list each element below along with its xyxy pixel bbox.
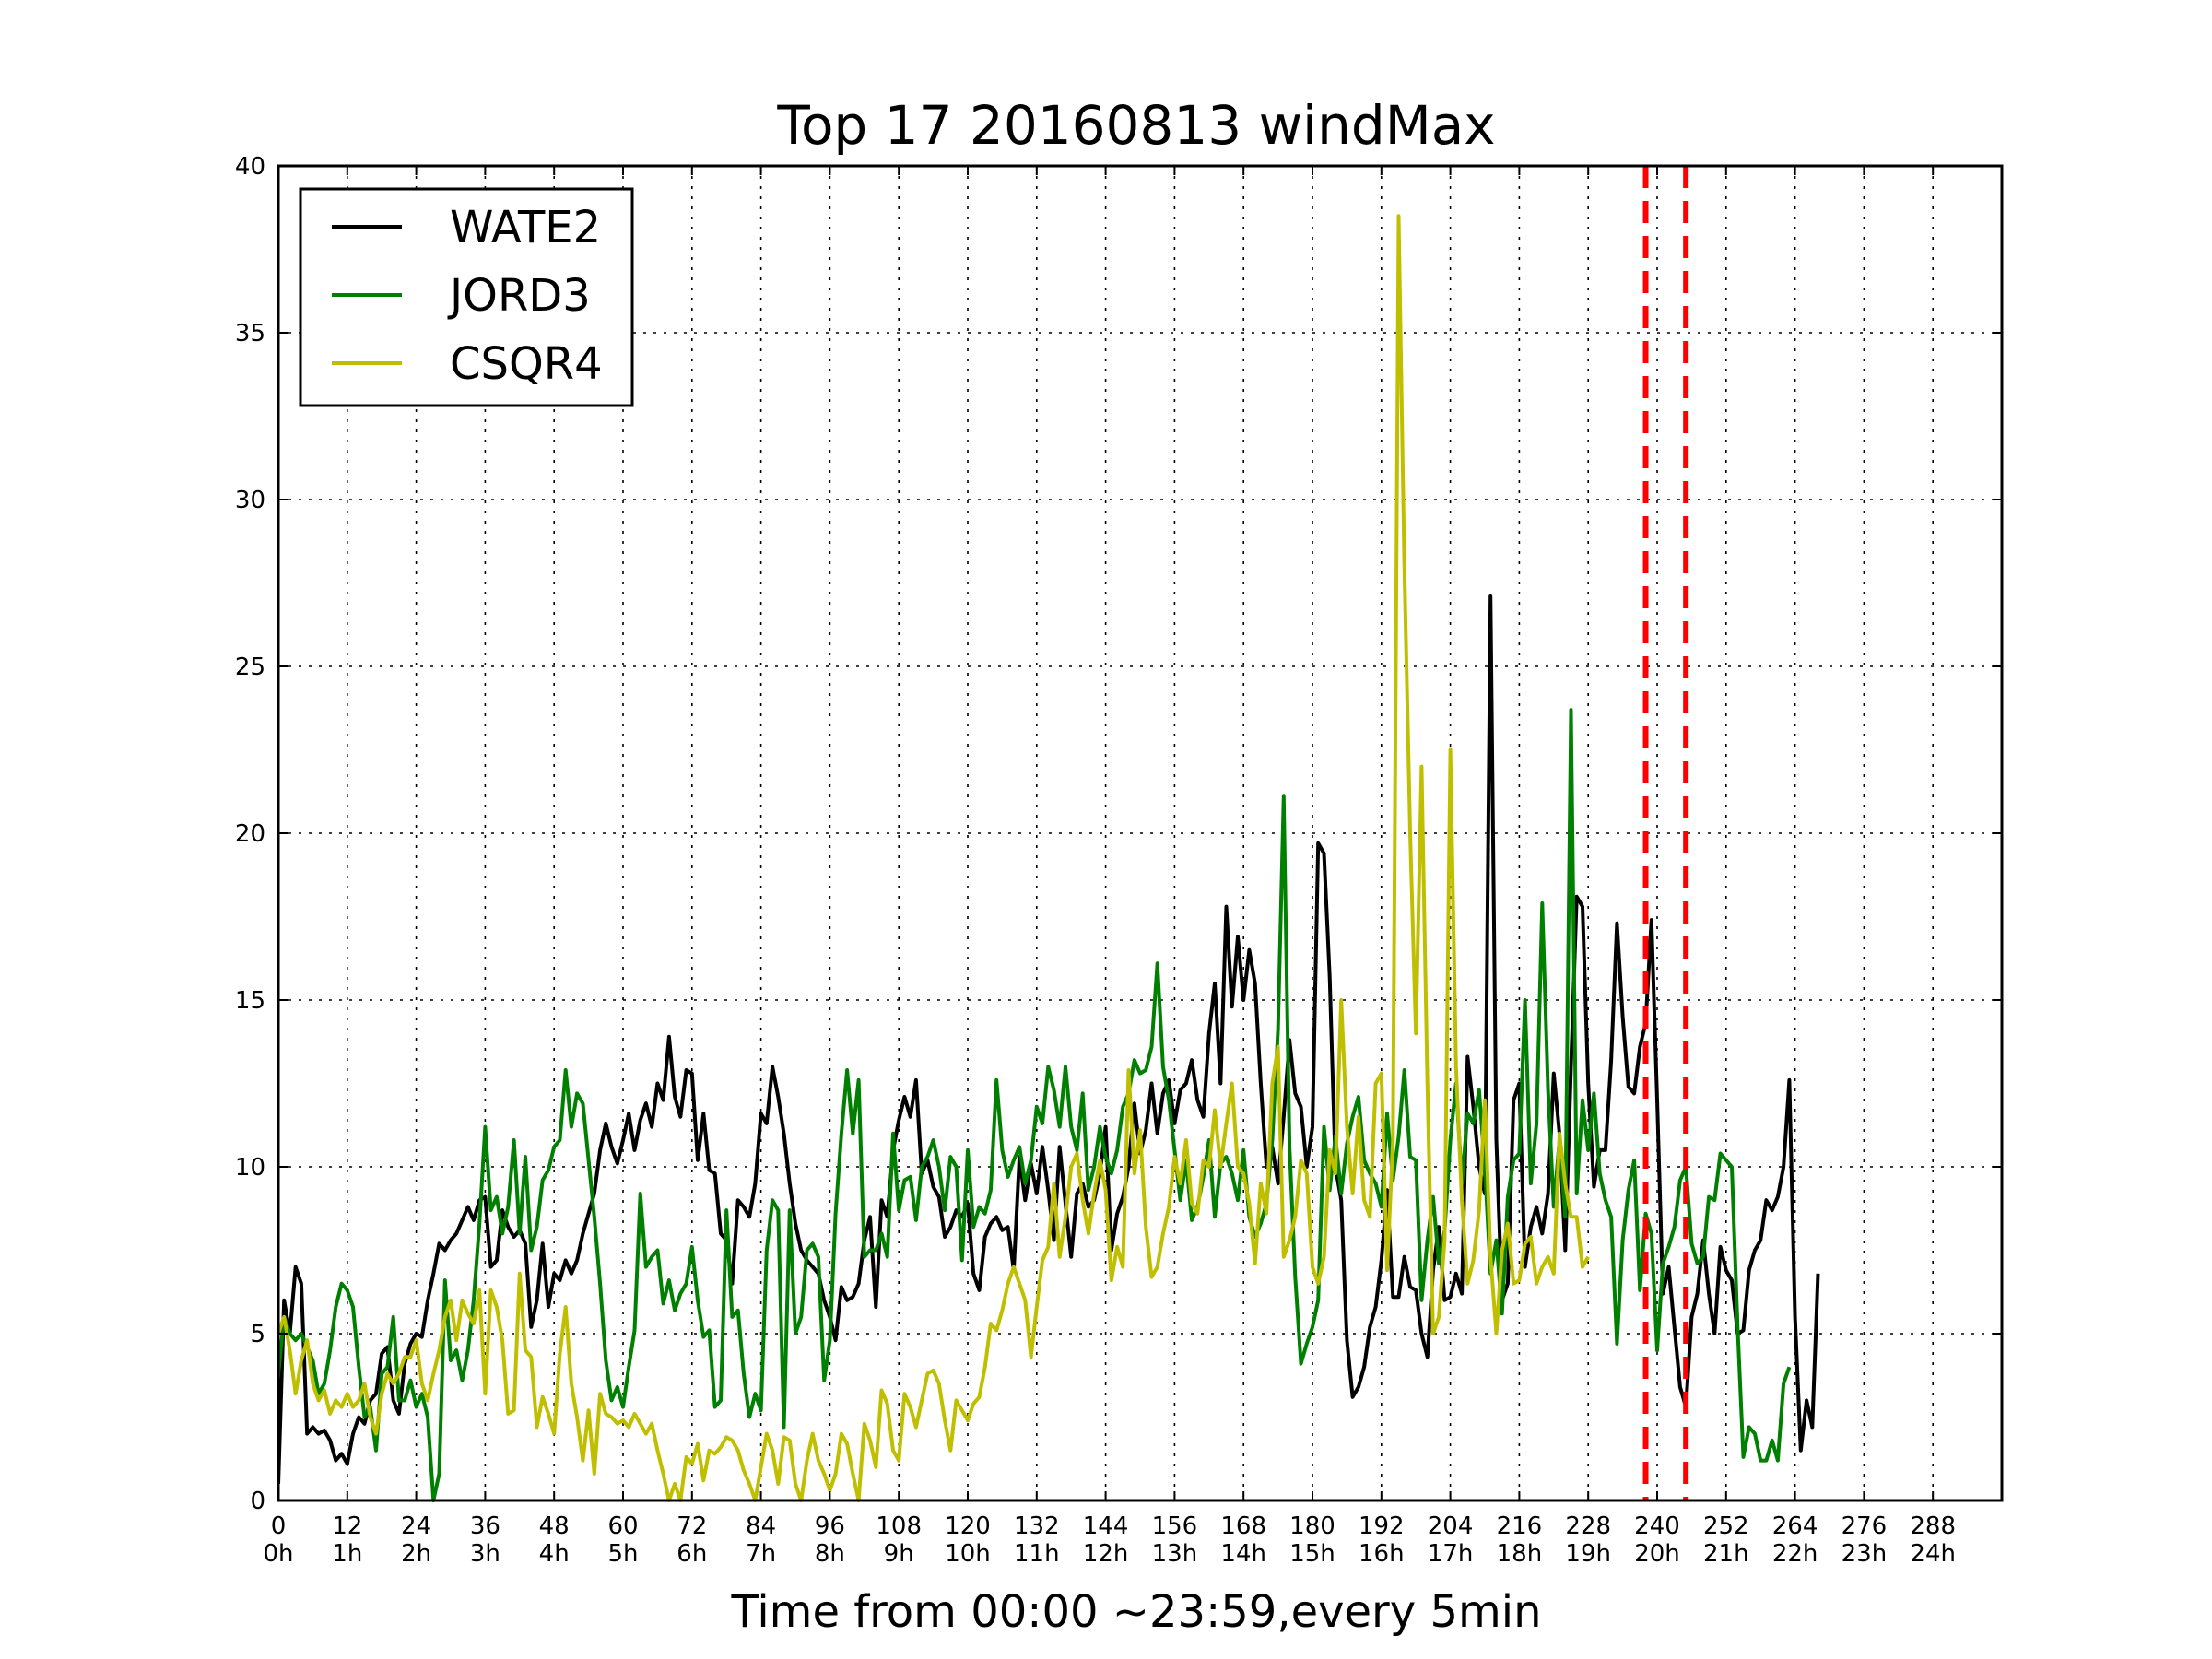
x-tick-label: 60 bbox=[607, 1512, 638, 1540]
x-tick-label: 144 bbox=[1083, 1512, 1129, 1540]
x-tick-label-hour: 5h bbox=[607, 1540, 638, 1568]
y-tick-label: 40 bbox=[235, 153, 265, 181]
x-tick-label: 156 bbox=[1152, 1512, 1198, 1540]
y-tick-label: 35 bbox=[235, 320, 265, 347]
legend: WATE2 JORD3 CSQR4 bbox=[299, 187, 634, 407]
x-tick-label: 192 bbox=[1359, 1512, 1405, 1540]
x-tick-label-hour: 9h bbox=[884, 1540, 914, 1568]
x-tick-label-hour: 24h bbox=[1910, 1540, 1956, 1568]
x-tick-label-hour: 17h bbox=[1428, 1540, 1474, 1568]
x-tick-label-hour: 16h bbox=[1359, 1540, 1405, 1568]
x-tick-label: 0 bbox=[271, 1512, 287, 1540]
y-tick-label: 25 bbox=[235, 653, 265, 681]
x-tick-label: 204 bbox=[1428, 1512, 1474, 1540]
x-tick-label-hour: 6h bbox=[677, 1540, 707, 1568]
x-tick-label-hour: 11h bbox=[1014, 1540, 1060, 1568]
x-tick-label: 48 bbox=[539, 1512, 570, 1540]
x-tick-label-hour: 18h bbox=[1497, 1540, 1543, 1568]
x-tick-label: 108 bbox=[876, 1512, 922, 1540]
x-tick-label: 84 bbox=[746, 1512, 776, 1540]
x-tick-label: 36 bbox=[470, 1512, 500, 1540]
x-tick-label-hour: 2h bbox=[401, 1540, 431, 1568]
x-tick-label-hour: 20h bbox=[1634, 1540, 1680, 1568]
x-tick-label: 240 bbox=[1634, 1512, 1680, 1540]
x-tick-label-hour: 1h bbox=[332, 1540, 362, 1568]
x-tick-label-hour: 3h bbox=[470, 1540, 500, 1568]
x-tick-label-hour: 8h bbox=[815, 1540, 845, 1568]
x-tick-label: 288 bbox=[1910, 1512, 1956, 1540]
legend-label-jord3: JORD3 bbox=[447, 270, 591, 322]
series-layer bbox=[276, 214, 1820, 1502]
x-tick-label-hour: 23h bbox=[1841, 1540, 1888, 1568]
chart-title: Top 17 20160813 windMax bbox=[776, 94, 1495, 157]
x-tick-label-hour: 14h bbox=[1220, 1540, 1266, 1568]
x-tick-label-hour: 13h bbox=[1152, 1540, 1198, 1568]
y-tick-label: 20 bbox=[235, 820, 265, 848]
series-line-jord3 bbox=[276, 708, 1792, 1502]
x-tick-label-hour: 21h bbox=[1703, 1540, 1749, 1568]
x-tick-label-hour: 4h bbox=[539, 1540, 570, 1568]
x-tick-label-hour: 19h bbox=[1565, 1540, 1611, 1568]
y-tick-label: 30 bbox=[235, 487, 265, 514]
x-tick-label: 180 bbox=[1289, 1512, 1335, 1540]
y-tick-label: 15 bbox=[235, 987, 265, 1015]
legend-label-csqr4: CSQR4 bbox=[450, 338, 603, 390]
y-axis-ticks: 0 5 10 15 20 25 30 35 40 bbox=[235, 153, 2002, 1515]
y-tick-label: 0 bbox=[250, 1488, 265, 1515]
x-tick-label: 12 bbox=[332, 1512, 362, 1540]
series-line-csqr4 bbox=[276, 214, 1590, 1502]
x-tick-label: 24 bbox=[401, 1512, 431, 1540]
x-tick-label: 252 bbox=[1703, 1512, 1749, 1540]
vertical-marker-lines bbox=[1642, 166, 1689, 1500]
x-tick-label-hour: 15h bbox=[1289, 1540, 1335, 1568]
x-tick-label: 96 bbox=[815, 1512, 845, 1540]
x-tick-label: 120 bbox=[945, 1512, 991, 1540]
y-tick-label: 10 bbox=[235, 1154, 265, 1182]
x-tick-label-hour: 10h bbox=[945, 1540, 991, 1568]
x-tick-label: 228 bbox=[1565, 1512, 1611, 1540]
x-tick-label: 276 bbox=[1841, 1512, 1888, 1540]
x-tick-label: 132 bbox=[1014, 1512, 1060, 1540]
x-tick-label: 72 bbox=[677, 1512, 707, 1540]
legend-label-wate2: WATE2 bbox=[450, 202, 601, 253]
y-tick-label: 5 bbox=[250, 1321, 265, 1348]
x-tick-label-hour: 22h bbox=[1772, 1540, 1818, 1568]
x-tick-label-hour: 7h bbox=[746, 1540, 776, 1568]
x-axis-label: Time from 00:00 ~23:59,every 5min bbox=[731, 1586, 1542, 1638]
x-tick-label-hour: 12h bbox=[1083, 1540, 1129, 1568]
x-tick-label-hour: 0h bbox=[263, 1540, 293, 1568]
x-tick-label: 168 bbox=[1220, 1512, 1266, 1540]
x-tick-label: 264 bbox=[1772, 1512, 1818, 1540]
x-tick-label: 216 bbox=[1497, 1512, 1543, 1540]
